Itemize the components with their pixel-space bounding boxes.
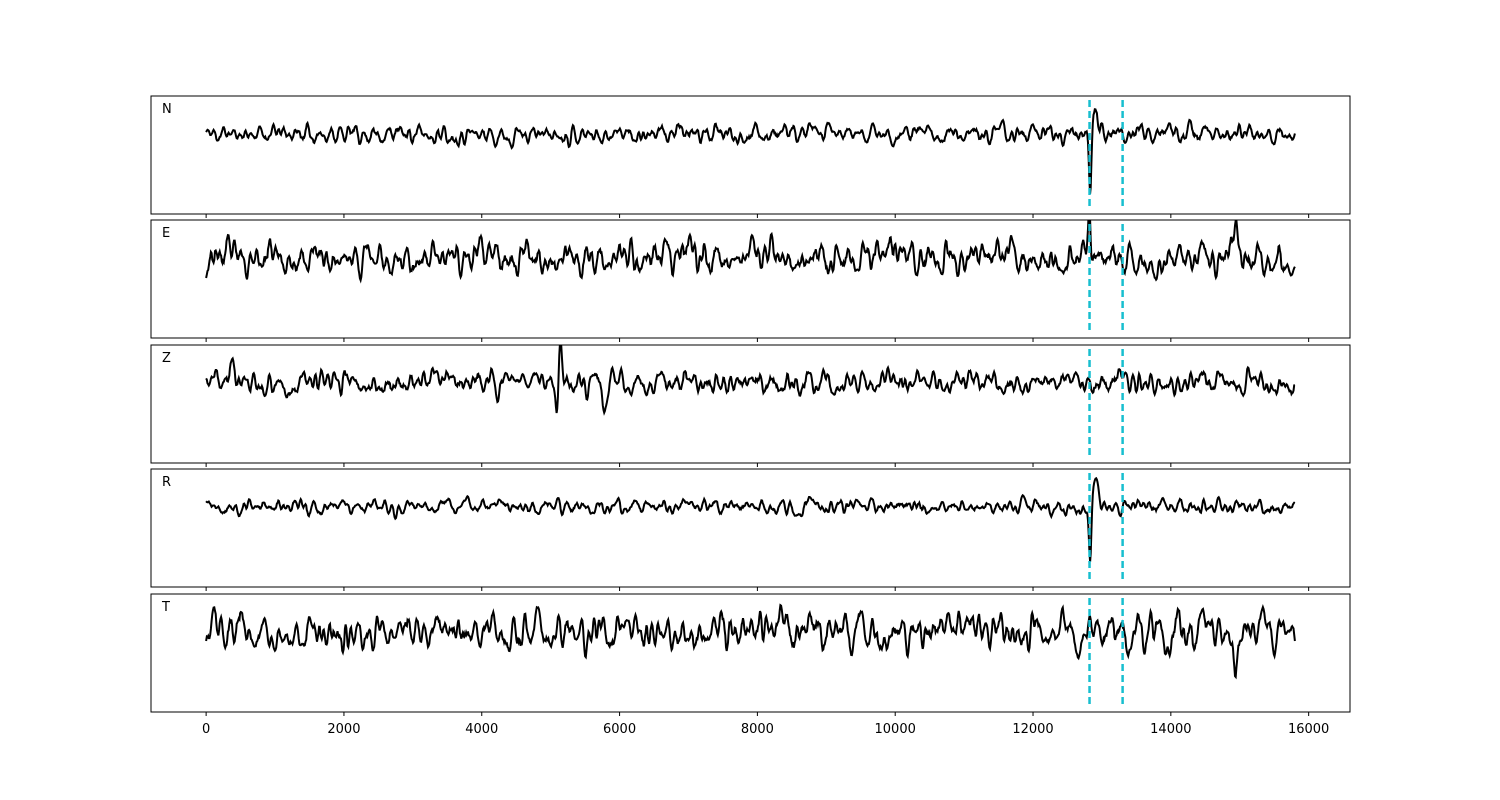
- x-tick-label: 14000: [1150, 722, 1191, 737]
- trace-line: [205, 220, 1296, 284]
- x-tick-label: 12000: [1012, 722, 1053, 737]
- panel-frame: [150, 344, 1351, 464]
- trace-line: [205, 476, 1296, 562]
- panel-label: E: [162, 226, 170, 241]
- panel-label: Z: [162, 351, 171, 366]
- panel-frame: [150, 593, 1351, 713]
- panel-frame: [150, 95, 1351, 215]
- panel-label: R: [162, 475, 171, 490]
- trace-line: [205, 345, 1296, 416]
- trace-line: [205, 603, 1296, 680]
- x-tick-label: 4000: [465, 722, 498, 737]
- panel-frame: [150, 468, 1351, 588]
- panel-z: Z: [150, 344, 1351, 467]
- x-tick-label: 0: [202, 722, 210, 737]
- panel-label: T: [161, 600, 170, 615]
- x-tick-label: 16000: [1288, 722, 1329, 737]
- x-tick-label: 8000: [741, 722, 774, 737]
- x-tick-label: 2000: [327, 722, 360, 737]
- trace-line: [205, 108, 1296, 194]
- x-axis: 0 2000 4000 6000 8000 10000 12000 14000 16000: [202, 722, 1329, 737]
- x-tick-label: 10000: [875, 722, 916, 737]
- panel-label: N: [162, 102, 172, 117]
- panel-t: T: [150, 593, 1351, 716]
- panels-group: N E Z R T: [150, 95, 1351, 716]
- x-tick-label: 6000: [603, 722, 636, 737]
- panel-e: E: [150, 219, 1351, 342]
- panel-r: R: [150, 468, 1351, 591]
- panel-n: N: [150, 95, 1351, 218]
- panel-frame: [150, 219, 1351, 339]
